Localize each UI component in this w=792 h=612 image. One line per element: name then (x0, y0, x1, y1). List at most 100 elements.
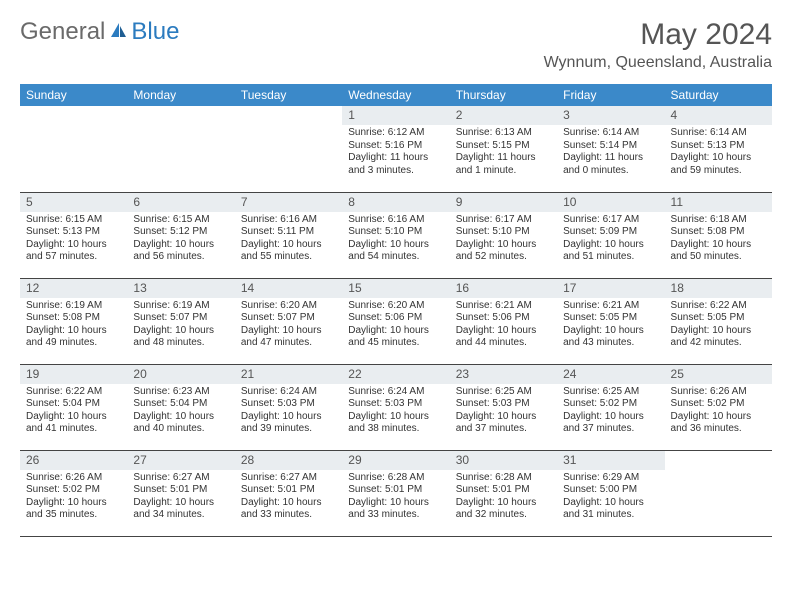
day-sr: Sunrise: 6:14 AM (671, 127, 766, 140)
calendar-cell: 8Sunrise: 6:16 AMSunset: 5:10 PMDaylight… (342, 192, 449, 278)
calendar-cell: 17Sunrise: 6:21 AMSunset: 5:05 PMDayligh… (557, 278, 664, 364)
day-sr: Sunrise: 6:18 AM (671, 214, 766, 227)
day-details: Sunrise: 6:25 AMSunset: 5:03 PMDaylight:… (450, 384, 557, 440)
day-ss: Sunset: 5:01 PM (456, 484, 551, 497)
day-sr: Sunrise: 6:20 AM (348, 300, 443, 313)
day-ss: Sunset: 5:02 PM (563, 398, 658, 411)
day-number: 14 (235, 279, 342, 298)
day-ss: Sunset: 5:02 PM (26, 484, 121, 497)
day-sr: Sunrise: 6:17 AM (456, 214, 551, 227)
calendar-cell: 2Sunrise: 6:13 AMSunset: 5:15 PMDaylight… (450, 106, 557, 192)
day-number: 7 (235, 193, 342, 212)
day-header: Saturday (665, 84, 772, 106)
logo-text-general: General (20, 18, 105, 46)
day-ss: Sunset: 5:08 PM (26, 312, 121, 325)
day-number: 25 (665, 365, 772, 384)
calendar-cell: 30Sunrise: 6:28 AMSunset: 5:01 PMDayligh… (450, 450, 557, 536)
day-dl: Daylight: 10 hours and 33 minutes. (348, 497, 443, 522)
day-sr: Sunrise: 6:20 AM (241, 300, 336, 313)
day-dl: Daylight: 10 hours and 37 minutes. (563, 411, 658, 436)
calendar-table: SundayMondayTuesdayWednesdayThursdayFrid… (20, 84, 772, 537)
day-sr: Sunrise: 6:24 AM (348, 386, 443, 399)
day-sr: Sunrise: 6:28 AM (456, 472, 551, 485)
calendar-cell (20, 106, 127, 192)
day-dl: Daylight: 10 hours and 43 minutes. (563, 325, 658, 350)
day-details: Sunrise: 6:21 AMSunset: 5:05 PMDaylight:… (557, 298, 664, 354)
day-details: Sunrise: 6:24 AMSunset: 5:03 PMDaylight:… (342, 384, 449, 440)
day-dl: Daylight: 10 hours and 37 minutes. (456, 411, 551, 436)
day-number: 20 (127, 365, 234, 384)
day-dl: Daylight: 10 hours and 48 minutes. (133, 325, 228, 350)
day-dl: Daylight: 10 hours and 32 minutes. (456, 497, 551, 522)
calendar-cell: 4Sunrise: 6:14 AMSunset: 5:13 PMDaylight… (665, 106, 772, 192)
day-ss: Sunset: 5:04 PM (26, 398, 121, 411)
day-dl: Daylight: 11 hours and 1 minute. (456, 152, 551, 177)
day-ss: Sunset: 5:03 PM (241, 398, 336, 411)
location: Wynnum, Queensland, Australia (544, 54, 772, 72)
day-details (127, 110, 234, 116)
day-ss: Sunset: 5:05 PM (563, 312, 658, 325)
day-dl: Daylight: 10 hours and 33 minutes. (241, 497, 336, 522)
day-dl: Daylight: 10 hours and 55 minutes. (241, 239, 336, 264)
day-sr: Sunrise: 6:26 AM (671, 386, 766, 399)
day-ss: Sunset: 5:13 PM (26, 226, 121, 239)
day-details: Sunrise: 6:15 AMSunset: 5:13 PMDaylight:… (20, 212, 127, 268)
day-number: 9 (450, 193, 557, 212)
calendar-cell: 31Sunrise: 6:29 AMSunset: 5:00 PMDayligh… (557, 450, 664, 536)
day-details: Sunrise: 6:27 AMSunset: 5:01 PMDaylight:… (127, 470, 234, 526)
calendar-cell: 6Sunrise: 6:15 AMSunset: 5:12 PMDaylight… (127, 192, 234, 278)
calendar-cell: 14 Sunrise: 6:20 AMSunset: 5:07 PMDayligh… (235, 278, 342, 364)
month-title: May 2024 (544, 18, 772, 52)
day-details: Sunrise: 6:28 AMSunset: 5:01 PMDaylight:… (450, 470, 557, 526)
day-sr: Sunrise: 6:25 AM (563, 386, 658, 399)
day-sr: Sunrise: 6:21 AM (456, 300, 551, 313)
calendar-cell (235, 106, 342, 192)
day-ss: Sunset: 5:10 PM (348, 226, 443, 239)
day-number: 21 (235, 365, 342, 384)
day-details: Sunrise: 6:12 AMSunset: 5:16 PMDaylight:… (342, 125, 449, 181)
day-number: 11 (665, 193, 772, 212)
day-details: Sunrise: 6:17 AMSunset: 5:10 PMDaylight:… (450, 212, 557, 268)
day-number: 28 (235, 451, 342, 470)
day-details: Sunrise: 6:18 AMSunset: 5:08 PMDaylight:… (665, 212, 772, 268)
day-ss: Sunset: 5:03 PM (348, 398, 443, 411)
calendar-cell: 27Sunrise: 6:27 AMSunset: 5:01 PMDayligh… (127, 450, 234, 536)
day-details: Sunrise: 6:20 AMSunset: 5:06 PMDaylight:… (342, 298, 449, 354)
day-ss: Sunset: 5:07 PM (241, 312, 336, 325)
day-details: Sunrise: 6:15 AMSunset: 5:12 PMDaylight:… (127, 212, 234, 268)
day-number: 17 (557, 279, 664, 298)
day-ss: Sunset: 5:03 PM (456, 398, 551, 411)
day-dl: Daylight: 10 hours and 59 minutes. (671, 152, 766, 177)
day-details (20, 110, 127, 116)
day-number: 10 (557, 193, 664, 212)
calendar-cell: 9Sunrise: 6:17 AMSunset: 5:10 PMDaylight… (450, 192, 557, 278)
calendar-cell: 16Sunrise: 6:21 AMSunset: 5:06 PMDayligh… (450, 278, 557, 364)
day-sr: Sunrise: 6:14 AM (563, 127, 658, 140)
day-ss: Sunset: 5:11 PM (241, 226, 336, 239)
day-sr: Sunrise: 6:22 AM (26, 386, 121, 399)
day-ss: Sunset: 5:08 PM (671, 226, 766, 239)
day-ss: Sunset: 5:13 PM (671, 140, 766, 153)
day-details: Sunrise: 6:22 AMSunset: 5:04 PMDaylight:… (20, 384, 127, 440)
day-dl: Daylight: 10 hours and 49 minutes. (26, 325, 121, 350)
day-dl: Daylight: 10 hours and 47 minutes. (241, 325, 336, 350)
day-ss: Sunset: 5:15 PM (456, 140, 551, 153)
calendar-body: 1Sunrise: 6:12 AMSunset: 5:16 PMDaylight… (20, 106, 772, 536)
day-details: Sunrise: 6:26 AMSunset: 5:02 PMDaylight:… (20, 470, 127, 526)
day-sr: Sunrise: 6:26 AM (26, 472, 121, 485)
day-number: 3 (557, 106, 664, 125)
day-number: 19 (20, 365, 127, 384)
day-ss: Sunset: 5:02 PM (671, 398, 766, 411)
logo: General Blue (20, 18, 179, 46)
day-header: Wednesday (342, 84, 449, 106)
calendar-cell: 22Sunrise: 6:24 AMSunset: 5:03 PMDayligh… (342, 364, 449, 450)
day-header: Tuesday (235, 84, 342, 106)
day-sr: Sunrise: 6:25 AM (456, 386, 551, 399)
day-sr: Sunrise: 6:21 AM (563, 300, 658, 313)
title-block: May 2024 Wynnum, Queensland, Australia (544, 18, 772, 72)
day-number: 23 (450, 365, 557, 384)
calendar-cell: 23Sunrise: 6:25 AMSunset: 5:03 PMDayligh… (450, 364, 557, 450)
day-number: 15 (342, 279, 449, 298)
calendar-cell: 3Sunrise: 6:14 AMSunset: 5:14 PMDaylight… (557, 106, 664, 192)
day-details: Sunrise: 6:21 AMSunset: 5:06 PMDaylight:… (450, 298, 557, 354)
